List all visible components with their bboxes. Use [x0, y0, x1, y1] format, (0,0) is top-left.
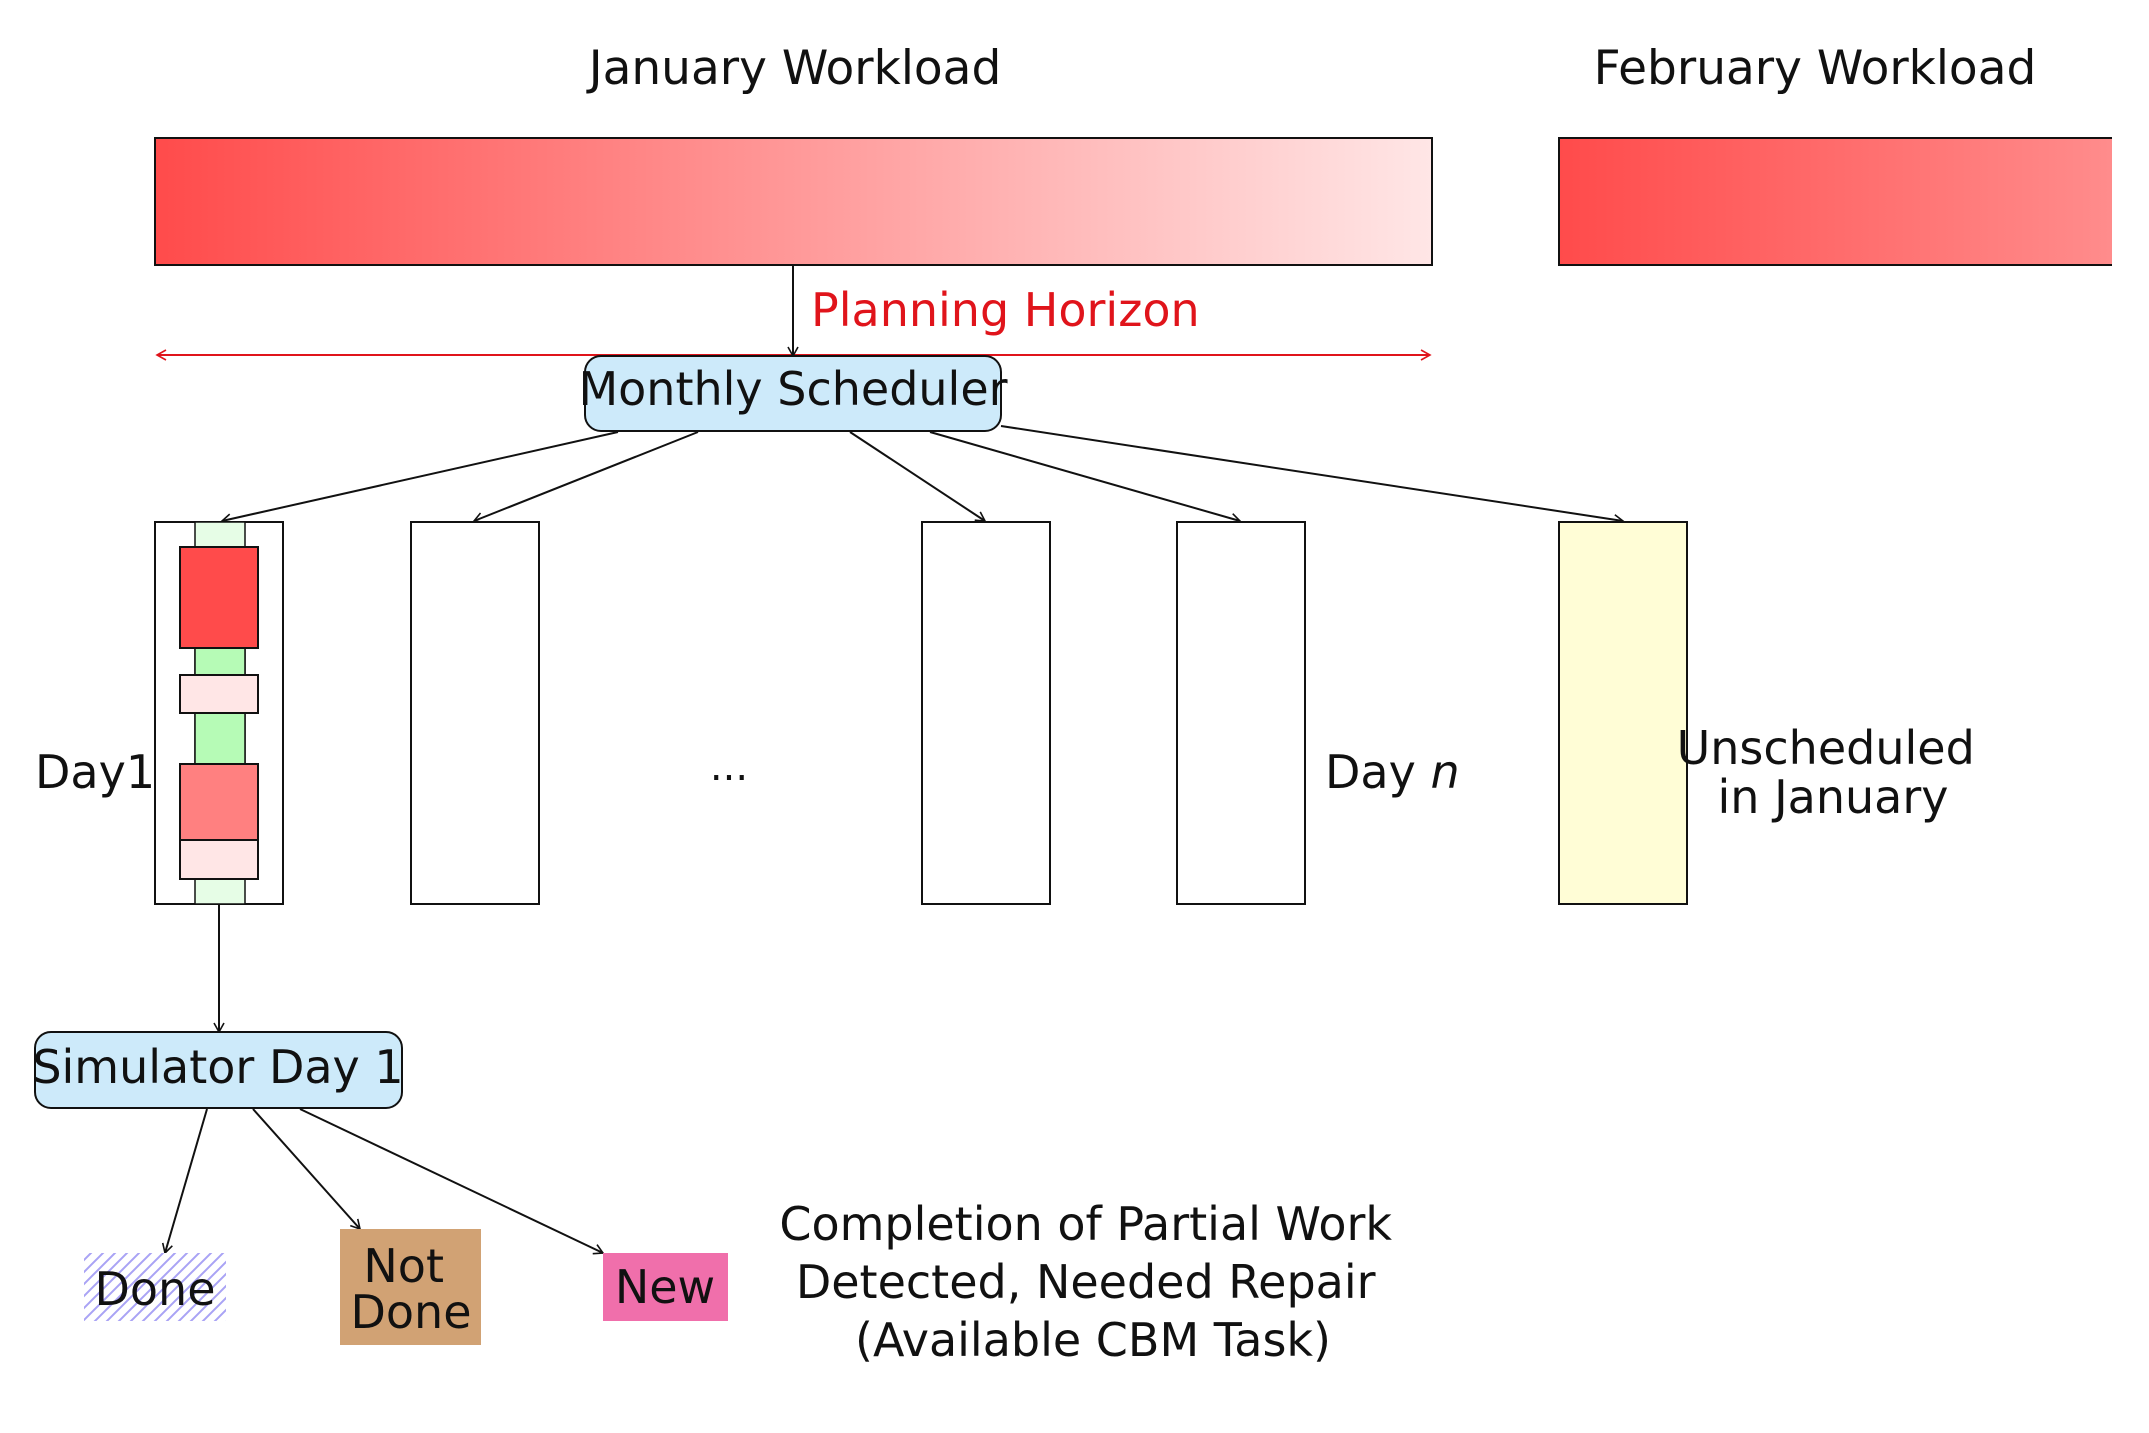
day-n-column — [1176, 521, 1306, 905]
scheduler-to-day-n-arrow — [929, 431, 1242, 525]
february-workload-bar — [1558, 137, 2112, 266]
scheduler-to-day-n-minus-1-arrow — [849, 431, 987, 522]
unscheduled-label-line2: in January — [1718, 770, 1949, 824]
day1-label: Day1 — [35, 745, 155, 799]
day1-task-block — [179, 546, 259, 649]
january-workload-bar — [154, 137, 1433, 266]
unscheduled-label-line1: Unscheduled — [1677, 721, 1975, 775]
not-done-outcome-box — [340, 1229, 481, 1345]
outcome-legend-line3: (Available CBM Task) — [855, 1313, 1331, 1367]
not-done-outcome-label: Not Done — [350, 1239, 471, 1339]
day-n-minus-1-column — [921, 521, 1051, 905]
day1-task-block — [179, 674, 259, 714]
day1-idle-gap — [194, 647, 246, 676]
outcome-legend: Completion of Partial Work Detected, Nee… — [779, 1197, 1406, 1367]
day1-idle-gap — [194, 712, 246, 765]
new-outcome-box — [603, 1253, 728, 1321]
simulator-to-done-arrow — [161, 1108, 208, 1255]
scheduler-to-unscheduled-arrow — [1000, 425, 1625, 526]
simulator-to-new-arrow — [299, 1108, 605, 1255]
monthly-scheduler-node — [584, 355, 1002, 432]
day1-task-block — [179, 839, 259, 880]
simulator-day1-node — [34, 1031, 403, 1109]
simulator-to-not-done-arrow — [252, 1108, 362, 1231]
not-done-label-line2: Done — [350, 1285, 471, 1339]
simulator-day1-label: Simulator Day 1 — [32, 1040, 403, 1094]
day1-task-block — [179, 763, 259, 841]
february-workload-title: February Workload — [1594, 41, 2037, 96]
day-n-label: Day n — [1325, 745, 1460, 799]
scheduler-to-day1-arrow — [220, 431, 619, 525]
day-n-label-variable: n — [1430, 745, 1459, 799]
outcome-legend-line2: Detected, Needed Repair — [796, 1255, 1376, 1309]
day2-column — [410, 521, 540, 905]
scheduler-to-day2-arrow — [472, 431, 699, 524]
day-n-label-prefix: Day — [1325, 745, 1416, 799]
done-outcome-box — [84, 1253, 226, 1321]
unscheduled-column — [1558, 521, 1688, 905]
not-done-label-line1: Not — [363, 1239, 444, 1293]
outcome-legend-line1: Completion of Partial Work — [779, 1197, 1392, 1251]
done-outcome-label: Done — [94, 1262, 215, 1316]
day1-column — [154, 521, 284, 905]
unscheduled-label: Unscheduled in January — [1677, 721, 1990, 824]
monthly-scheduler-label: Monthly Scheduler — [578, 362, 1007, 416]
days-ellipsis: ... — [710, 744, 748, 790]
new-outcome-label: New — [615, 1260, 715, 1314]
january-workload-title: January Workload — [586, 41, 1002, 96]
planning-horizon-label: Planning Horizon — [811, 283, 1200, 337]
